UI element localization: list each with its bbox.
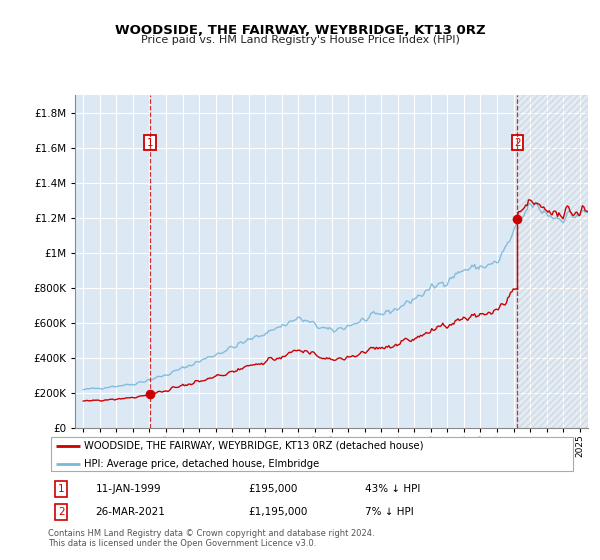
Text: 7% ↓ HPI: 7% ↓ HPI	[365, 507, 413, 517]
FancyBboxPatch shape	[50, 437, 574, 472]
Text: WOODSIDE, THE FAIRWAY, WEYBRIDGE, KT13 0RZ (detached house): WOODSIDE, THE FAIRWAY, WEYBRIDGE, KT13 0…	[84, 441, 424, 451]
Text: 1: 1	[58, 484, 65, 494]
Text: £195,000: £195,000	[248, 484, 298, 494]
Text: HPI: Average price, detached house, Elmbridge: HPI: Average price, detached house, Elmb…	[84, 459, 319, 469]
Text: 1: 1	[146, 138, 153, 147]
Text: 43% ↓ HPI: 43% ↓ HPI	[365, 484, 420, 494]
Text: Price paid vs. HM Land Registry's House Price Index (HPI): Price paid vs. HM Land Registry's House …	[140, 35, 460, 45]
Text: WOODSIDE, THE FAIRWAY, WEYBRIDGE, KT13 0RZ: WOODSIDE, THE FAIRWAY, WEYBRIDGE, KT13 0…	[115, 24, 485, 36]
Text: 2: 2	[58, 507, 65, 517]
Text: This data is licensed under the Open Government Licence v3.0.: This data is licensed under the Open Gov…	[48, 539, 316, 548]
Text: 2: 2	[514, 138, 521, 147]
Text: 26-MAR-2021: 26-MAR-2021	[95, 507, 166, 517]
Text: £1,195,000: £1,195,000	[248, 507, 308, 517]
Text: 11-JAN-1999: 11-JAN-1999	[95, 484, 161, 494]
Text: Contains HM Land Registry data © Crown copyright and database right 2024.: Contains HM Land Registry data © Crown c…	[48, 529, 374, 538]
